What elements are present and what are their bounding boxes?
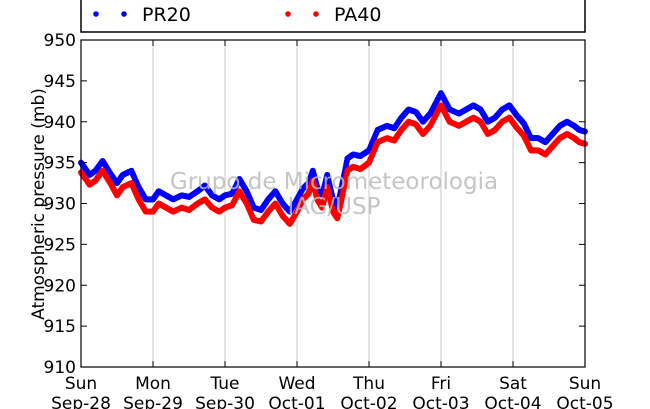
y-tick-label: 925 [44,235,76,255]
y-tick-label: 930 [44,195,76,215]
x-tick-label-day: Mon [135,374,171,394]
watermark: Grupo de Micrometeorologia IAG/USP [170,169,498,220]
legend-entry-pr20: PR20 [93,4,191,26]
axes: 910915920925930935940945950SunSep-28MonS… [44,31,614,409]
y-tick-label: 915 [44,317,76,337]
x-tick-label-day: Fri [431,374,451,394]
legend-label-pa40: PA40 [334,4,381,26]
legend-marker-pa40-b [313,11,319,17]
plot-frame [80,39,586,368]
x-tick-label-day: Sun [569,374,601,394]
y-tick-label: 920 [44,276,76,296]
y-tick-label: 910 [44,358,76,378]
y-tick-label: 950 [44,31,76,51]
x-tick-label-day: Sun [65,374,97,394]
legend-entry-pa40: PA40 [285,4,381,26]
watermark-line-2: IAG/USP [288,194,381,220]
series-layer [78,90,588,227]
y-tick-label: 940 [44,113,76,133]
x-tick-label-date: Sep-29 [123,394,183,409]
x-tick-label-date: Oct-03 [412,394,469,409]
legend-marker-pa40-a [285,11,291,17]
x-tick-label-day: Sat [499,374,527,394]
x-tick-label-date: Oct-05 [556,394,613,409]
watermark-line-1: Grupo de Micrometeorologia [170,169,498,195]
y-axis-label: Atmospheric pressure (mb) [29,88,49,320]
legend-frame [80,0,586,33]
x-tick-label-day: Wed [278,374,315,394]
series-pr20 [78,90,588,215]
y-tick-label: 935 [44,154,76,174]
x-tick-label-date: Sep-30 [195,394,255,409]
x-tick-label-day: Tue [209,374,239,394]
x-tick-label-day: Thu [352,374,385,394]
legend-marker-pr20-b [121,11,127,17]
x-tick-label-date: Oct-01 [268,394,325,409]
legend-marker-pr20-a [93,11,99,17]
legend: PR20 PA40 [80,0,586,33]
x-tick-label-date: Oct-04 [484,394,541,409]
series-pa40 [78,102,588,227]
x-tick-label-date: Oct-02 [340,394,397,409]
legend-label-pr20: PR20 [142,4,191,26]
x-tick-label-date: Sep-28 [51,394,111,409]
y-tick-label: 945 [44,72,76,92]
